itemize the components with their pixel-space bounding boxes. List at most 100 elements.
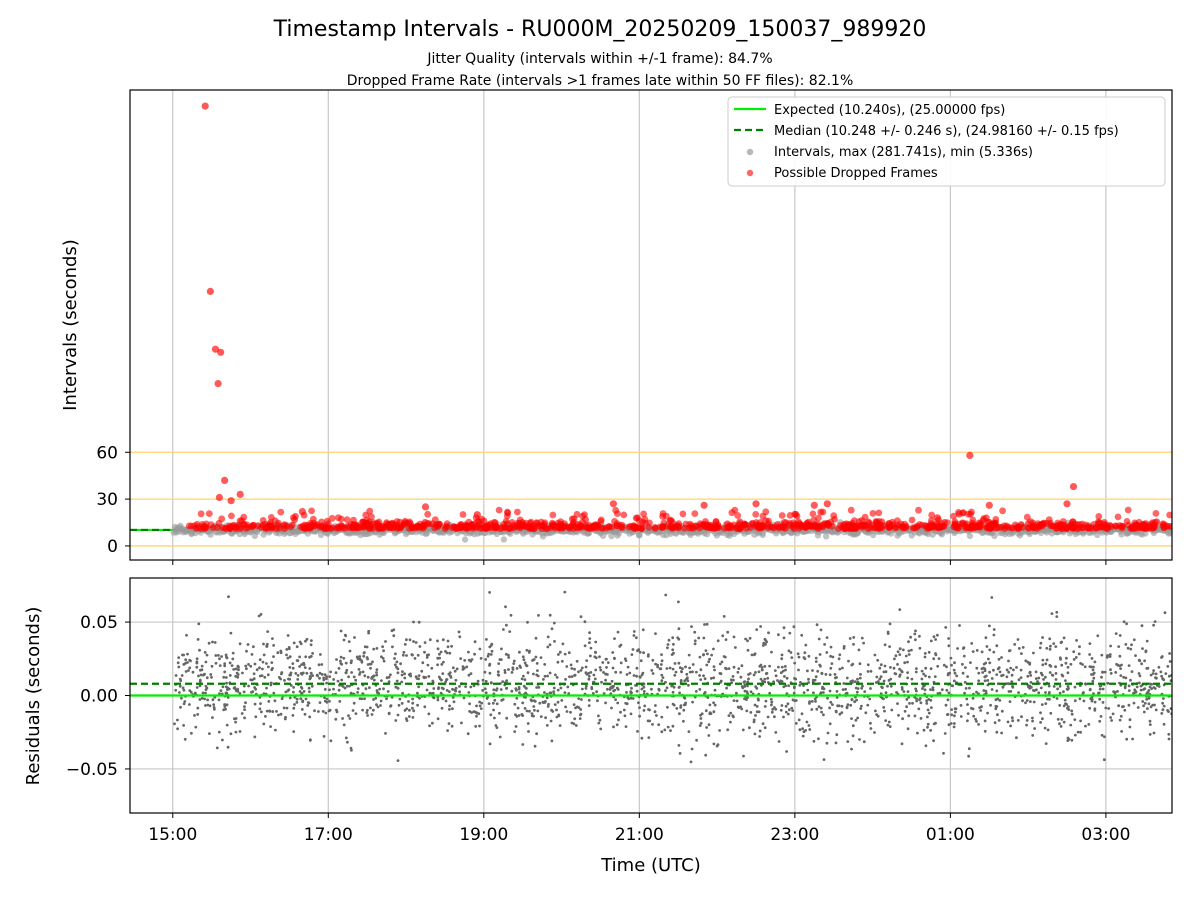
dropped-frame-outlier-16 xyxy=(823,500,831,508)
residual-point xyxy=(994,707,998,711)
residual-point xyxy=(940,688,944,692)
residual-point xyxy=(214,654,218,657)
residual-point xyxy=(748,726,751,730)
residual-point xyxy=(208,704,212,708)
residual-point xyxy=(825,636,829,639)
residual-point xyxy=(929,667,933,671)
residual-point xyxy=(308,715,312,719)
residual-point xyxy=(339,659,342,663)
residual-point xyxy=(584,671,588,675)
residual-point xyxy=(677,627,681,631)
residual-point xyxy=(932,722,936,726)
residual-point xyxy=(178,691,181,694)
residual-point xyxy=(886,684,889,688)
residual-point xyxy=(920,677,924,681)
residual-point xyxy=(995,644,999,648)
residual-point xyxy=(458,635,462,639)
residual-point xyxy=(873,731,876,734)
residual-point xyxy=(1103,670,1107,674)
residual-point xyxy=(992,628,996,631)
residual-point xyxy=(185,633,188,637)
residual-point xyxy=(610,679,614,683)
residual-point xyxy=(1025,699,1029,702)
residual-point xyxy=(228,674,232,677)
residual-point xyxy=(835,690,839,693)
residual-point xyxy=(1136,706,1140,709)
residual-point xyxy=(791,709,795,712)
residual-point xyxy=(537,614,540,617)
residual-point xyxy=(742,681,746,684)
residual-point xyxy=(1017,691,1020,694)
legend-median-label: Median (10.248 +/- 0.246 s), (24.98160 +… xyxy=(774,124,1119,139)
residual-point xyxy=(851,662,855,666)
residual-point xyxy=(1062,636,1066,640)
dropped-frame-point xyxy=(316,523,324,531)
residual-point xyxy=(970,642,974,645)
residual-point xyxy=(944,626,948,629)
residual-point xyxy=(678,712,681,716)
residual-point xyxy=(780,657,784,661)
residual-point xyxy=(512,662,516,665)
residual-point xyxy=(387,675,391,679)
residual-point xyxy=(226,696,230,699)
residual-point xyxy=(946,672,950,676)
residual-point xyxy=(604,678,607,682)
residual-point xyxy=(188,689,192,692)
residual-point xyxy=(987,657,990,661)
residual-point xyxy=(727,714,731,717)
residual-point xyxy=(753,703,757,707)
residual-point xyxy=(760,666,764,669)
residual-point xyxy=(363,697,366,701)
residual-point xyxy=(548,691,552,695)
residual-point xyxy=(1073,685,1077,689)
residual-point xyxy=(451,707,454,711)
residual-point xyxy=(428,724,431,728)
residual-point xyxy=(511,666,515,670)
dropped-frame-point xyxy=(847,506,855,514)
residual-point xyxy=(579,712,583,716)
residual-point xyxy=(959,704,963,707)
dropped-frame-point xyxy=(274,519,282,527)
residual-point xyxy=(695,670,698,674)
residual-point xyxy=(478,724,481,728)
residual-point xyxy=(402,650,406,654)
residual-point xyxy=(507,668,510,671)
dropped-frame-point xyxy=(431,516,439,524)
residual-point xyxy=(952,679,956,683)
residual-point xyxy=(642,709,646,712)
residual-point xyxy=(907,714,911,718)
residual-point xyxy=(1155,676,1158,680)
residual-point xyxy=(757,670,761,674)
residual-point xyxy=(1026,674,1030,678)
residual-point xyxy=(323,688,327,691)
dropped-frame-point xyxy=(1152,510,1160,517)
dropped-frame-point xyxy=(731,506,739,514)
residual-point xyxy=(403,676,407,680)
residual-point xyxy=(563,590,567,594)
residual-point xyxy=(396,687,400,690)
dropped-frame-outlier-2 xyxy=(211,345,220,353)
residual-point xyxy=(704,649,708,652)
dropped-frame-point xyxy=(345,524,353,532)
residual-point xyxy=(678,666,682,670)
residual-point xyxy=(802,684,805,687)
residual-point xyxy=(361,692,365,696)
residual-point xyxy=(369,666,372,670)
residual-point xyxy=(931,688,935,692)
residual-point xyxy=(283,679,286,682)
residual-point xyxy=(1062,720,1066,724)
dropped-frame-outlier-20 xyxy=(1069,483,1078,491)
residual-point xyxy=(893,657,896,661)
residual-point xyxy=(478,700,481,704)
residual-point xyxy=(357,668,361,671)
dropped-frame-point xyxy=(1084,524,1092,532)
residual-point xyxy=(708,657,711,661)
residual-point xyxy=(220,655,224,658)
dropped-frame-outlier-10 xyxy=(421,503,430,511)
residual-point xyxy=(445,689,449,692)
residual-point xyxy=(451,687,454,691)
residual-point xyxy=(385,697,388,701)
residual-point xyxy=(564,705,567,709)
residual-point xyxy=(773,669,777,672)
residual-point xyxy=(612,689,615,693)
